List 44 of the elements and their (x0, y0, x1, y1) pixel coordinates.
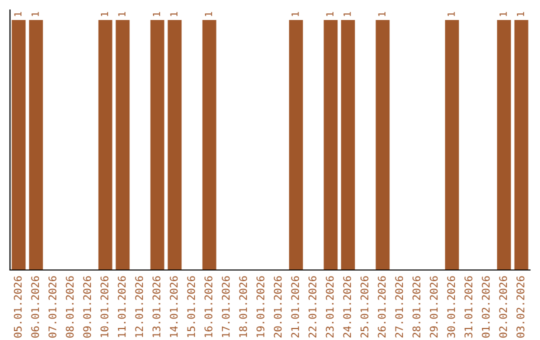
x-tick-label: 31.01.2026 (464, 276, 472, 338)
data-label: 1 (344, 12, 351, 16)
x-tick-label: 18.01.2026 (239, 276, 248, 338)
data-label: 1 (326, 12, 334, 16)
x-tick-label: 12.01.2026 (135, 276, 144, 338)
x-tick-label: 02.02.2026 (499, 276, 508, 338)
x-tick-label: 01.02.2026 (482, 276, 490, 338)
data-label: 1 (32, 12, 39, 16)
x-tick-label: 13.01.2026 (152, 276, 160, 338)
x-tick-label: 22.01.2026 (308, 276, 316, 338)
data-label: 1 (378, 12, 386, 16)
x-tick-label: 23.01.2026 (326, 276, 334, 338)
data-label: 1 (500, 12, 507, 16)
x-tick-label: 10.01.2026 (100, 276, 108, 338)
data-label: 1 (204, 12, 212, 16)
data-label: 1 (118, 12, 126, 16)
data-label: 1 (448, 12, 455, 16)
x-tick-label: 15.01.2026 (187, 276, 196, 338)
x-tick-label: 25.01.2026 (360, 276, 368, 338)
data-label: 1 (516, 12, 524, 16)
x-tick-label: 09.01.2026 (83, 276, 92, 338)
x-tick-label: 14.01.2026 (170, 276, 178, 338)
x-tick-label: 21.01.2026 (291, 276, 300, 338)
x-tick-label: 03.02.2026 (516, 276, 524, 338)
data-label: 1 (100, 12, 108, 16)
x-tick-label: 28.01.2026 (412, 276, 420, 338)
x-tick-label: 08.01.2026 (66, 276, 74, 338)
x-tick-label: 07.01.2026 (48, 276, 56, 338)
x-tick-label: 06.01.2026 (31, 276, 40, 338)
data-label: 1 (170, 12, 178, 16)
x-tick-label: 29.01.2026 (430, 276, 438, 338)
x-tick-label: 16.01.2026 (204, 276, 212, 338)
x-tick-label: 26.01.2026 (378, 276, 386, 338)
data-label: 1 (14, 12, 22, 16)
x-tick-label: 05.01.2026 (14, 276, 22, 338)
data-label: 1 (152, 12, 160, 16)
x-tick-label: 30.01.2026 (447, 276, 456, 338)
x-tick-label: 19.01.2026 (256, 276, 264, 338)
x-tick-label: 27.01.2026 (395, 276, 404, 338)
data-label: 1 (292, 12, 299, 16)
x-tick-label: 24.01.2026 (343, 276, 352, 338)
x-tick-label: 17.01.2026 (222, 276, 230, 338)
x-tick-label: 20.01.2026 (274, 276, 282, 338)
x-tick-label: 11.01.2026 (118, 276, 126, 338)
